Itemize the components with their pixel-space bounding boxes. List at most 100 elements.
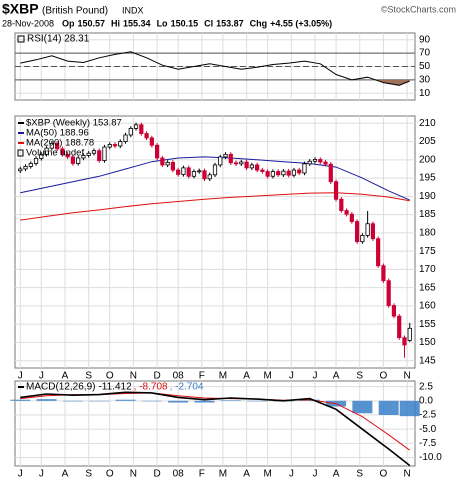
y-tick-label: 165 [419, 282, 436, 293]
panel-title: MACD(12,26,9) [26, 382, 95, 393]
candle-body [160, 157, 165, 166]
quote-value: +4.55 (+3.05%) [270, 18, 332, 28]
candle-body [365, 223, 370, 236]
candle-body [60, 148, 65, 155]
candle-body [255, 164, 260, 171]
histogram-bar [247, 400, 268, 402]
quote-label: Op [62, 18, 75, 28]
x-tick-label: N [403, 371, 410, 382]
x-tick-label: A [62, 371, 69, 382]
candle-body [281, 170, 286, 176]
histogram-bar [36, 399, 57, 401]
legend-label: Volume undef [26, 148, 84, 159]
legend-icon [17, 35, 25, 43]
y-tick-label: 185 [419, 209, 436, 220]
histogram-bar [62, 400, 83, 402]
histogram-bar [378, 400, 399, 415]
y-tick-label: 2.5 [419, 381, 433, 392]
histogram-bar [352, 400, 373, 414]
y-tick-label: 195 [419, 173, 436, 184]
candle-body [49, 142, 54, 149]
x-tick-label: J [39, 469, 44, 480]
histogram-bar [89, 400, 110, 402]
candle-body [318, 159, 323, 163]
quote-value: 155.34 [123, 18, 151, 28]
candle-body [402, 337, 407, 346]
quote-label: Hi [111, 18, 120, 28]
credit: ©StockCharts.com [381, 4, 456, 14]
x-tick-label: M [219, 371, 227, 382]
candle-body [112, 144, 118, 147]
y-tick-label: 30 [419, 75, 431, 86]
x-tick-label: D [153, 371, 160, 382]
candle-body [355, 221, 360, 243]
histogram-bar [141, 400, 162, 402]
y-tick-label: 170 [419, 264, 436, 275]
candle-body [149, 137, 154, 146]
candle-body [118, 141, 123, 147]
y-tick-label: 200 [419, 154, 436, 165]
legend-label: -11.412 [98, 382, 132, 393]
legend-label: , -2.704 [170, 382, 204, 393]
panel-title: RSI(14) 28.31 [27, 34, 90, 45]
y-tick-label: 155 [419, 319, 436, 330]
candle-body [381, 265, 386, 282]
quote-value: 150.57 [78, 18, 106, 28]
x-tick-label: S [85, 371, 92, 382]
x-tick-label: M [263, 371, 271, 382]
x-tick-label: J [289, 469, 294, 480]
y-tick-label: 210 [419, 118, 436, 129]
candle-body [291, 169, 297, 176]
candle-body [144, 133, 149, 139]
x-tick-label: O [380, 469, 388, 480]
candle-body [165, 161, 170, 166]
candle-body [39, 153, 44, 159]
candle-body [97, 150, 102, 161]
symbol-name: (British Pound) [42, 6, 108, 17]
quote-label: Lo [157, 18, 168, 28]
x-tick-label: 08 [173, 371, 185, 382]
candle-body [23, 165, 28, 170]
x-tick-label: M [263, 469, 271, 480]
y-tick-label: 160 [419, 301, 436, 312]
candle-body [191, 171, 197, 177]
legend-label: MA(200) 188.78 [26, 138, 94, 149]
candle-body [55, 142, 60, 150]
candle-body [386, 280, 391, 306]
candle-body [265, 171, 270, 177]
candle-body [391, 305, 397, 317]
symbol: $XBP [2, 1, 39, 17]
legend-label: MA(50) 188.96 [26, 128, 89, 139]
y-tick-label: -10.0 [419, 452, 442, 463]
x-tick-label: O [380, 371, 388, 382]
legend-icon [17, 149, 24, 157]
candle-body [70, 156, 75, 164]
rsi-line [20, 51, 410, 86]
candle-body [339, 198, 344, 211]
x-tick-label: F [199, 469, 205, 480]
candle-body [249, 164, 254, 169]
candle-body [91, 150, 97, 154]
x-tick-label: J [313, 371, 318, 382]
x-tick-label: J [18, 469, 23, 480]
x-tick-label: O [106, 469, 114, 480]
candle-body [286, 170, 291, 176]
candle-body [212, 164, 218, 176]
x-tick-label: A [243, 371, 250, 382]
moving-average [20, 192, 410, 221]
candle-body [186, 167, 191, 177]
y-tick-label: -2.5 [419, 410, 437, 421]
candle-body [397, 315, 402, 339]
x-tick-label: M [219, 469, 227, 480]
histogram-bar [220, 400, 241, 401]
candle-body [176, 169, 181, 175]
candle-body [139, 124, 144, 134]
y-tick-label: -7.5 [419, 438, 437, 449]
candle-body [18, 168, 23, 172]
legend-swatch [18, 142, 24, 144]
moving-average [20, 156, 410, 201]
candle-body [349, 213, 354, 222]
y-tick-label: 175 [419, 246, 436, 257]
candle-body [202, 170, 207, 180]
x-tick-label: J [18, 371, 23, 382]
